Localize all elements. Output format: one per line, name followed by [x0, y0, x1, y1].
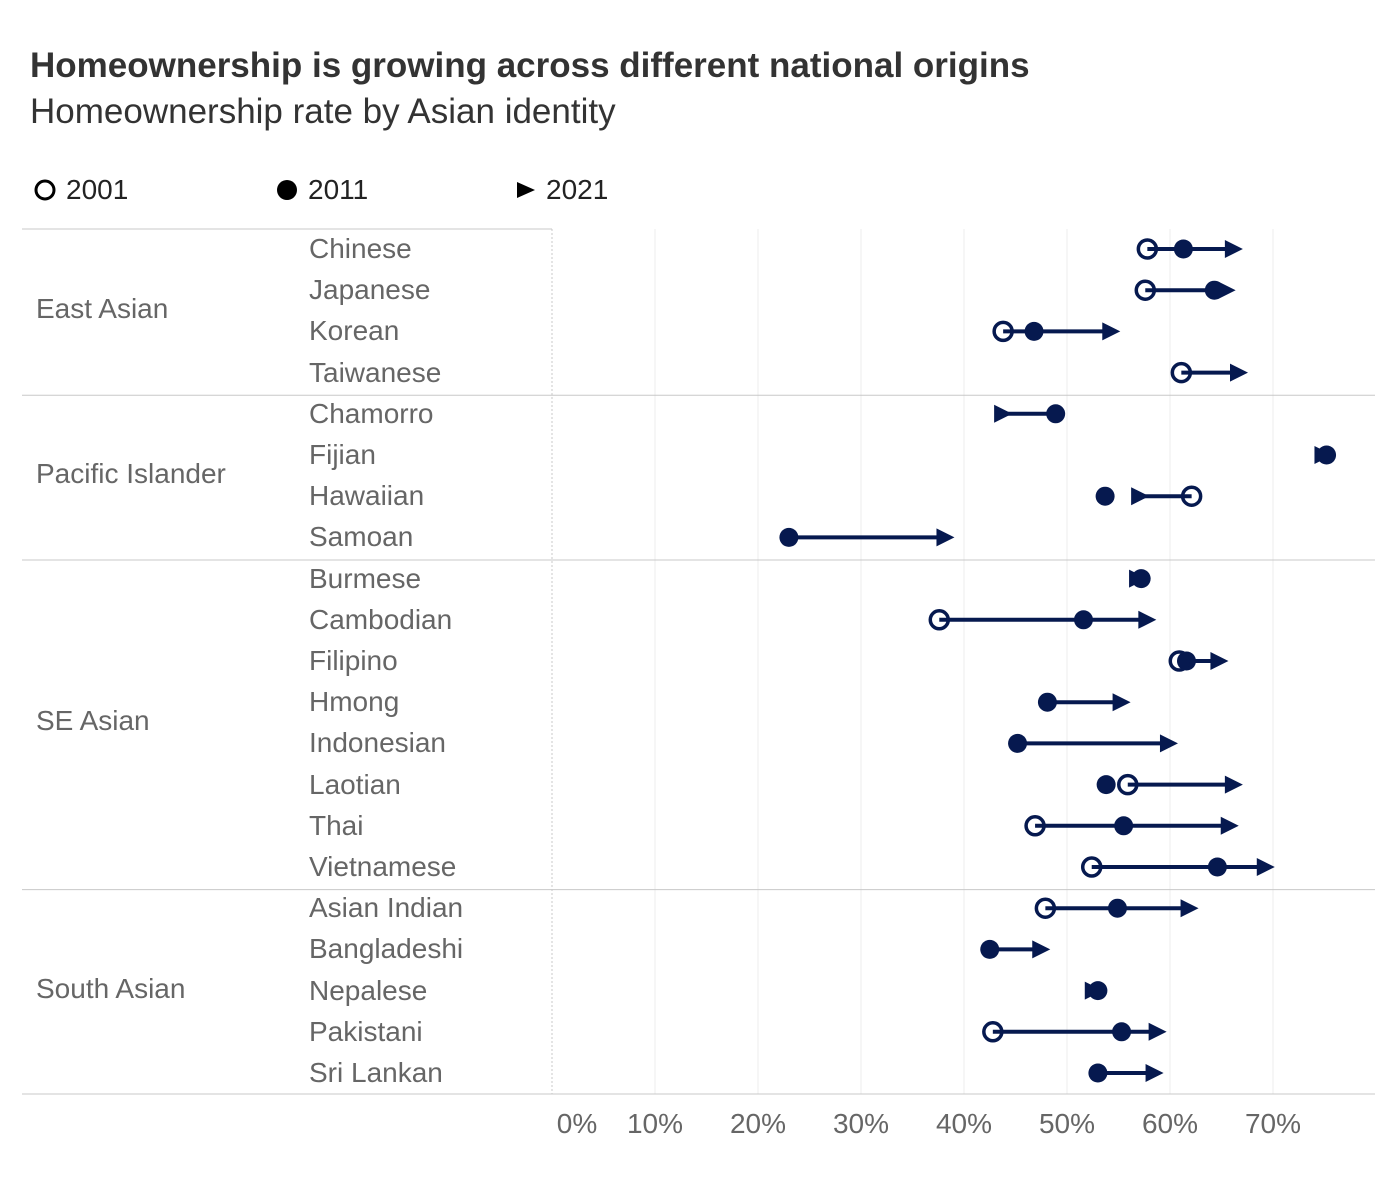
row-label-burmese: Burmese	[309, 562, 422, 594]
x-tick-label: 10%	[626, 1108, 684, 1139]
marker-2021	[1230, 363, 1249, 382]
marker-2011	[1107, 898, 1127, 918]
row-label-filipino: Filipino	[309, 645, 398, 676]
marker-2021	[1148, 1022, 1167, 1041]
chart-subtitle: Homeownership rate by Asian identity	[30, 92, 616, 131]
marker-2011	[1204, 280, 1224, 300]
marker-2011	[779, 527, 799, 547]
row-label-hawaiian: Hawaiian	[309, 480, 425, 512]
marker-2021	[1256, 858, 1275, 876]
marker-2021	[1102, 322, 1121, 341]
marker-2021	[1145, 1064, 1164, 1082]
marker-2011	[1096, 775, 1116, 795]
marker-2021	[1224, 775, 1243, 794]
marker-2021	[1032, 940, 1051, 959]
marker-2011	[1131, 569, 1151, 589]
marker-2001	[1034, 897, 1057, 919]
marker-2001	[982, 1021, 1004, 1043]
x-tick-label: 0%	[556, 1108, 598, 1139]
marker-2011	[1024, 321, 1044, 341]
legend-item-2011: 2011	[276, 174, 368, 206]
row-label-bangladeshi: Bangladeshi	[309, 933, 464, 965]
x-tick-label: 20%	[729, 1108, 787, 1139]
marker-2001	[1136, 238, 1159, 260]
x-tick-label: 30%	[832, 1108, 890, 1139]
filled-circle-icon	[277, 180, 297, 200]
x-tick-label: 40%	[935, 1108, 993, 1139]
x-tick-label: 60%	[1141, 1108, 1199, 1139]
row-label-pakistani: Pakistani	[309, 1015, 423, 1047]
marker-2021	[994, 404, 1013, 423]
group-label-east-asian: East Asian	[36, 292, 169, 324]
row-label-cambodian: Cambodian	[309, 603, 453, 635]
marker-2021	[1220, 816, 1239, 835]
row-label-sri-lankan: Sri Lankan	[309, 1057, 443, 1088]
marker-2001	[1024, 815, 1046, 837]
row-label-samoan: Samoan	[309, 521, 414, 553]
marker-2011	[1073, 610, 1093, 630]
marker-2001	[1170, 361, 1193, 384]
marker-2011	[1176, 651, 1196, 671]
marker-2001	[992, 320, 1014, 343]
marker-2011	[1112, 1022, 1132, 1042]
marker-2011	[1046, 404, 1066, 424]
marker-2021	[1131, 487, 1150, 506]
marker-2001	[1180, 485, 1203, 507]
legend-label: 2011	[308, 174, 369, 205]
marker-2021	[1159, 734, 1178, 753]
marker-2021	[1180, 899, 1199, 918]
marker-2021	[1138, 610, 1157, 629]
legend-item-2021: 2021	[514, 174, 608, 206]
row-label-asian-indian: Asian Indian	[309, 892, 464, 924]
group-label-se-asian: SE Asian	[36, 704, 150, 736]
marker-2001	[1134, 279, 1157, 301]
open-circle-icon	[34, 179, 56, 201]
marker-2011	[1095, 486, 1115, 506]
x-tick-label: 70%	[1244, 1108, 1302, 1139]
row-label-fijian: Fijian	[309, 439, 376, 470]
marker-2021	[1224, 240, 1243, 258]
row-label-thai: Thai	[309, 809, 364, 841]
row-label-laotian: Laotian	[309, 768, 401, 800]
marker-2021	[1112, 693, 1131, 712]
marker-2011	[1207, 857, 1227, 877]
group-label-pacific-islander: Pacific Islander	[36, 457, 226, 489]
marker-2011	[1173, 239, 1193, 259]
x-tick-label: 50%	[1038, 1108, 1096, 1139]
row-label-japanese: Japanese	[309, 274, 431, 306]
row-label-indonesian: Indonesian	[309, 727, 447, 759]
marker-2011	[1088, 1063, 1108, 1083]
row-label-vietnamese: Vietnamese	[309, 851, 457, 882]
marker-2001	[1080, 856, 1103, 878]
marker-2001	[1168, 650, 1191, 672]
legend-item-2001: 2001	[34, 174, 128, 206]
row-label-chinese: Chinese	[309, 233, 412, 264]
row-label-taiwanese: Taiwanese	[309, 356, 442, 388]
legend-label: 2001	[66, 174, 129, 205]
group-label-south-asian: South Asian	[36, 972, 186, 1004]
marker-2011	[1088, 981, 1108, 1001]
triangle-right-icon	[517, 182, 535, 198]
marker-2011	[1037, 692, 1057, 712]
marker-2021	[936, 528, 955, 547]
chart-title: Homeownership is growing across differen…	[30, 46, 1030, 85]
row-label-chamorro: Chamorro	[309, 397, 434, 429]
marker-2011	[1317, 445, 1337, 465]
row-label-nepalese: Nepalese	[309, 974, 428, 1006]
row-label-korean: Korean	[309, 315, 400, 347]
row-label-hmong: Hmong	[309, 686, 400, 718]
marker-2011	[1114, 816, 1134, 836]
marker-2011	[1008, 733, 1028, 753]
legend-label: 2021	[546, 174, 609, 205]
marker-2011	[980, 939, 1000, 959]
marker-2001	[928, 609, 951, 631]
marker-2021	[1210, 652, 1229, 670]
marker-2001	[1117, 773, 1139, 796]
